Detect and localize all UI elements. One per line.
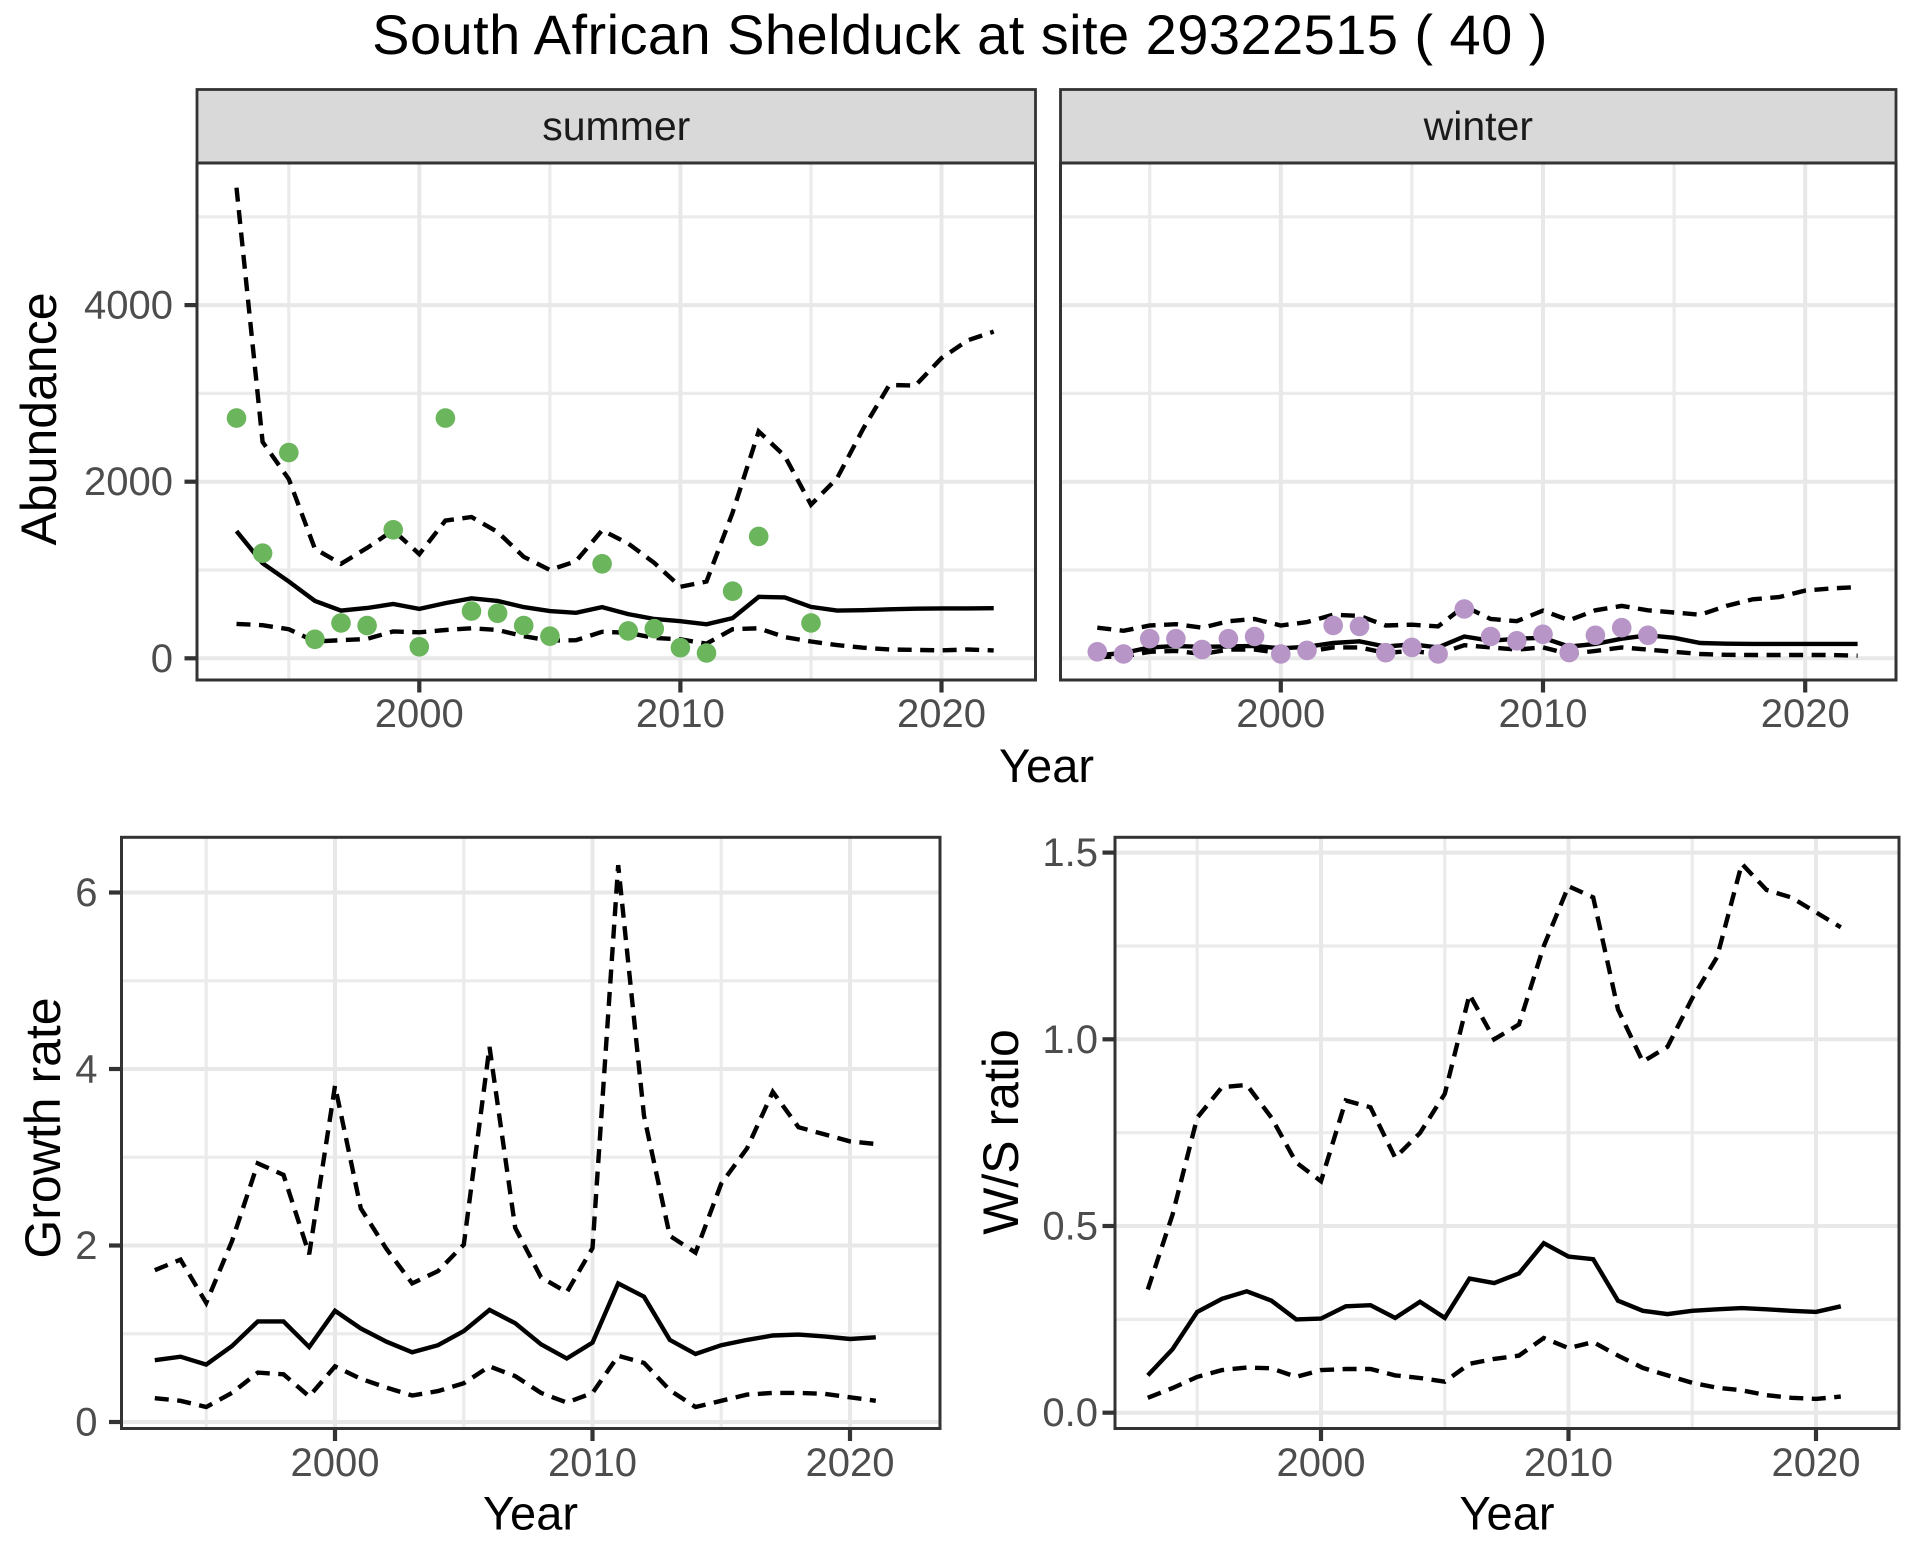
svg-text:2000: 2000 <box>291 1441 380 1485</box>
svg-text:0: 0 <box>75 1401 97 1445</box>
svg-text:0: 0 <box>151 637 173 681</box>
svg-text:2020: 2020 <box>806 1441 895 1485</box>
svg-text:2020: 2020 <box>897 692 986 736</box>
svg-text:2000: 2000 <box>84 460 173 504</box>
svg-text:6: 6 <box>75 871 97 915</box>
svg-text:Year: Year <box>1460 1487 1555 1540</box>
svg-text:2: 2 <box>75 1224 97 1268</box>
svg-text:Year: Year <box>483 1487 578 1540</box>
svg-text:South African Shelduck at site: South African Shelduck at site 29322515 … <box>372 3 1548 66</box>
svg-text:4000: 4000 <box>84 284 173 328</box>
svg-text:Growth rate: Growth rate <box>15 997 71 1258</box>
svg-text:W/S ratio: W/S ratio <box>973 1029 1029 1235</box>
svg-text:4: 4 <box>75 1048 97 1092</box>
svg-text:2000: 2000 <box>375 692 464 736</box>
svg-text:Abundance: Abundance <box>11 292 67 545</box>
svg-text:0.0: 0.0 <box>1042 1391 1098 1435</box>
svg-text:2010: 2010 <box>548 1441 637 1485</box>
svg-text:0.5: 0.5 <box>1042 1205 1098 1249</box>
svg-text:2010: 2010 <box>1499 692 1588 736</box>
svg-text:2000: 2000 <box>1236 692 1325 736</box>
svg-text:winter: winter <box>1423 103 1533 149</box>
svg-text:1.0: 1.0 <box>1042 1018 1098 1062</box>
svg-text:2010: 2010 <box>636 692 725 736</box>
svg-text:summer: summer <box>542 103 690 149</box>
svg-text:2000: 2000 <box>1277 1441 1366 1485</box>
svg-text:2020: 2020 <box>1772 1441 1861 1485</box>
svg-text:1.5: 1.5 <box>1042 831 1098 875</box>
svg-text:2020: 2020 <box>1761 692 1850 736</box>
svg-text:Year: Year <box>999 739 1094 792</box>
svg-text:2010: 2010 <box>1524 1441 1613 1485</box>
